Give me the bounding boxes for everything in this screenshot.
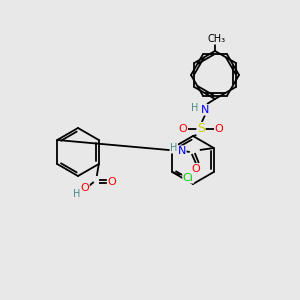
Text: H: H [170,143,178,153]
Text: O: O [107,177,116,187]
Text: N: N [178,146,186,156]
Text: O: O [214,124,224,134]
Text: S: S [197,122,205,136]
Text: H: H [73,189,80,199]
Text: O: O [80,183,89,193]
Text: O: O [191,164,200,174]
Text: CH₃: CH₃ [208,34,226,44]
Text: N: N [201,105,209,115]
Text: O: O [178,124,188,134]
Text: Cl: Cl [183,173,194,183]
Text: H: H [191,103,199,113]
